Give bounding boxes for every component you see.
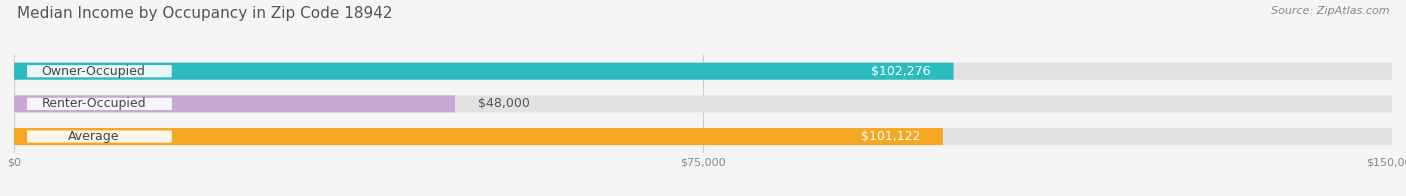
Text: $101,122: $101,122 <box>860 130 920 143</box>
Text: Owner-Occupied: Owner-Occupied <box>42 65 146 78</box>
FancyBboxPatch shape <box>27 65 172 77</box>
FancyBboxPatch shape <box>14 63 953 80</box>
Text: $102,276: $102,276 <box>872 65 931 78</box>
FancyBboxPatch shape <box>14 95 1392 112</box>
Text: Average: Average <box>67 130 120 143</box>
FancyBboxPatch shape <box>14 128 943 145</box>
FancyBboxPatch shape <box>14 63 1392 80</box>
FancyBboxPatch shape <box>27 98 172 110</box>
Text: Renter-Occupied: Renter-Occupied <box>41 97 146 110</box>
FancyBboxPatch shape <box>14 128 1392 145</box>
Text: $48,000: $48,000 <box>478 97 530 110</box>
FancyBboxPatch shape <box>27 130 172 143</box>
Text: Median Income by Occupancy in Zip Code 18942: Median Income by Occupancy in Zip Code 1… <box>17 6 392 21</box>
Text: Source: ZipAtlas.com: Source: ZipAtlas.com <box>1271 6 1389 16</box>
FancyBboxPatch shape <box>14 95 456 112</box>
